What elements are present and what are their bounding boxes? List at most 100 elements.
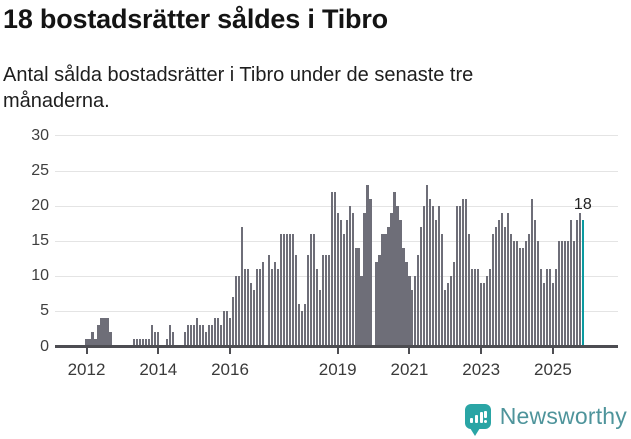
x-tick (229, 348, 232, 354)
bar (489, 269, 492, 347)
x-tick (85, 348, 88, 354)
bar (501, 213, 504, 347)
bar (202, 325, 205, 347)
bar (342, 234, 345, 347)
bar (148, 339, 151, 347)
bar (444, 290, 447, 347)
y-gridline (55, 310, 618, 312)
bar (258, 269, 261, 347)
y-gridline (55, 275, 618, 277)
x-tick-label: 2021 (390, 359, 429, 379)
bar (252, 290, 256, 347)
bar (524, 241, 528, 347)
bar (408, 276, 411, 347)
bar (216, 318, 220, 347)
bar (390, 213, 393, 347)
bar (276, 269, 279, 347)
y-tick-label: 10 (31, 267, 49, 285)
bar (378, 255, 381, 347)
bar (288, 234, 291, 347)
bar (351, 213, 354, 347)
bar (554, 269, 558, 347)
y-tick-label: 30 (31, 126, 49, 144)
bar (142, 339, 145, 347)
brand-wordmark: Newsworthy (499, 402, 627, 429)
bar (166, 339, 169, 347)
bar (438, 206, 441, 347)
bar (348, 206, 351, 347)
bar (459, 206, 462, 347)
bar (515, 241, 519, 347)
bar (417, 255, 420, 347)
bar (336, 213, 339, 347)
bar (432, 206, 435, 347)
bar (521, 248, 525, 347)
bar (169, 325, 172, 347)
bar (566, 241, 569, 347)
bar (402, 248, 405, 347)
bar (366, 185, 369, 347)
bar (480, 283, 483, 347)
bar (151, 325, 154, 347)
bar (225, 311, 229, 347)
bar (357, 248, 360, 347)
bar (557, 241, 560, 347)
last-value-annotation: 18 (573, 196, 592, 214)
bar (363, 213, 366, 347)
bar (240, 227, 244, 347)
bar (184, 332, 187, 347)
x-tick (157, 348, 160, 354)
x-tick (336, 348, 339, 354)
bar (465, 199, 468, 347)
bar (145, 339, 148, 347)
bar (85, 339, 88, 347)
bar (136, 339, 139, 347)
bar (100, 318, 103, 347)
bar (578, 213, 581, 347)
bar (456, 206, 459, 347)
y-gridline (55, 240, 618, 242)
bar (462, 199, 465, 347)
bar (210, 325, 214, 347)
bar (327, 255, 330, 347)
bar (306, 255, 309, 347)
bar (103, 318, 106, 347)
bar (420, 227, 423, 347)
bar (88, 339, 91, 347)
bar (249, 283, 253, 347)
bar (291, 234, 294, 347)
bar (474, 269, 477, 347)
bar (196, 318, 199, 347)
bar (261, 262, 264, 347)
bar (273, 262, 276, 347)
highlighted-bar (581, 220, 584, 347)
bar (548, 269, 552, 347)
y-tick-label: 15 (31, 232, 49, 250)
bar (318, 290, 321, 347)
bar (396, 206, 399, 347)
x-axis-line (55, 345, 618, 348)
bar (450, 276, 453, 347)
x-tick-label: 2016 (211, 359, 249, 379)
bar (154, 332, 157, 347)
x-tick (480, 348, 483, 354)
newsworthy-logo[interactable]: Newsworthy (464, 401, 627, 436)
bar (375, 262, 378, 347)
bar (527, 234, 531, 347)
bar (333, 192, 336, 347)
bar (267, 255, 270, 347)
bar (303, 304, 306, 347)
bar (187, 325, 190, 347)
x-tick (551, 348, 554, 354)
bar (429, 199, 432, 347)
bar (234, 276, 238, 347)
bar (237, 276, 241, 347)
bar (509, 234, 513, 347)
bar (572, 241, 575, 347)
y-gridline (55, 170, 618, 172)
bar (294, 255, 297, 347)
y-tick-label: 5 (40, 302, 49, 320)
bar (399, 220, 402, 347)
bar (243, 269, 247, 347)
